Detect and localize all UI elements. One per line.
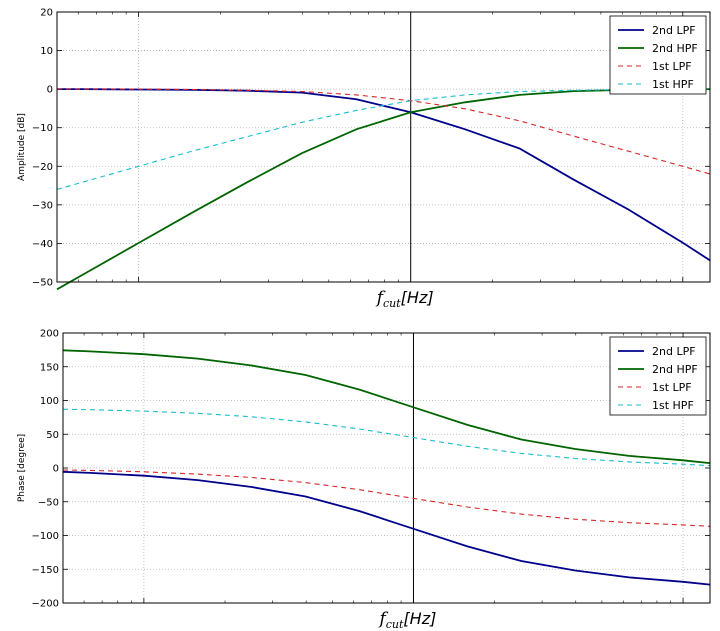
series-line-1st-hpf (62, 408, 711, 467)
series-line-1st-lpf (57, 88, 711, 175)
y-axis-label: Phase [degree] (17, 434, 27, 502)
y-tick-label: −30 (32, 200, 53, 211)
y-tick-label: −40 (32, 239, 53, 250)
y-tick-label: 10 (40, 46, 53, 57)
plot-area (63, 333, 710, 603)
y-tick-label: −50 (32, 278, 53, 289)
series-line-1st-lpf (62, 469, 711, 527)
y-tick-label: 50 (46, 430, 59, 441)
legend: 2nd LPF 2nd HPF 1st LPF 1st HPF (609, 336, 707, 416)
plot-area (57, 12, 710, 282)
legend-box (609, 15, 707, 95)
y-tick-label: 150 (40, 362, 59, 373)
y-tick-label: 0 (47, 85, 53, 96)
y-tick-label: −20 (32, 162, 53, 173)
legend-label: 1st LPF (652, 60, 692, 73)
y-tick-label: 200 (40, 329, 59, 340)
y-tick-label: 100 (40, 396, 59, 407)
legend-label: 1st LPF (652, 381, 692, 394)
chart-panel-1: 20 10 0 −10 −20 −30 −40 −50 Amplitude [dB] fcut[H… (17, 8, 711, 310)
legend-label: 2nd LPF (652, 345, 696, 358)
legend-label: 2nd LPF (652, 24, 696, 37)
y-tick-label: −50 (38, 497, 59, 508)
legend-label: 2nd HPF (652, 363, 698, 376)
y-axis-label: Amplitude [dB] (17, 113, 27, 181)
series-line-2nd-hpf (62, 349, 711, 464)
y-tick-label: 20 (40, 8, 53, 19)
y-tick-label: 0 (53, 464, 59, 475)
series-line-1st-hpf (56, 88, 710, 190)
chart-panel-2: 200 150 100 50 0 −50 −100 −150 −200 Phase [degree… (17, 329, 711, 631)
legend: 2nd LPF 2nd HPF 1st LPF 1st HPF (609, 15, 707, 95)
legend-label: 1st HPF (652, 399, 694, 412)
series-line-2nd-lpf (62, 470, 711, 586)
legend-box (609, 336, 707, 416)
y-tick-label: −100 (32, 531, 59, 542)
y-tick-label: −150 (32, 565, 59, 576)
legend-label: 1st HPF (652, 78, 694, 91)
plot-frame (62, 332, 711, 604)
plot-frame (56, 11, 711, 283)
legend-label: 2nd HPF (652, 42, 698, 55)
x-axis-label: fcut[Hz] (377, 609, 436, 631)
x-axis-label: fcut[Hz] (375, 288, 434, 310)
y-tick-label: −10 (32, 123, 53, 134)
y-tick-label: −200 (32, 599, 59, 610)
